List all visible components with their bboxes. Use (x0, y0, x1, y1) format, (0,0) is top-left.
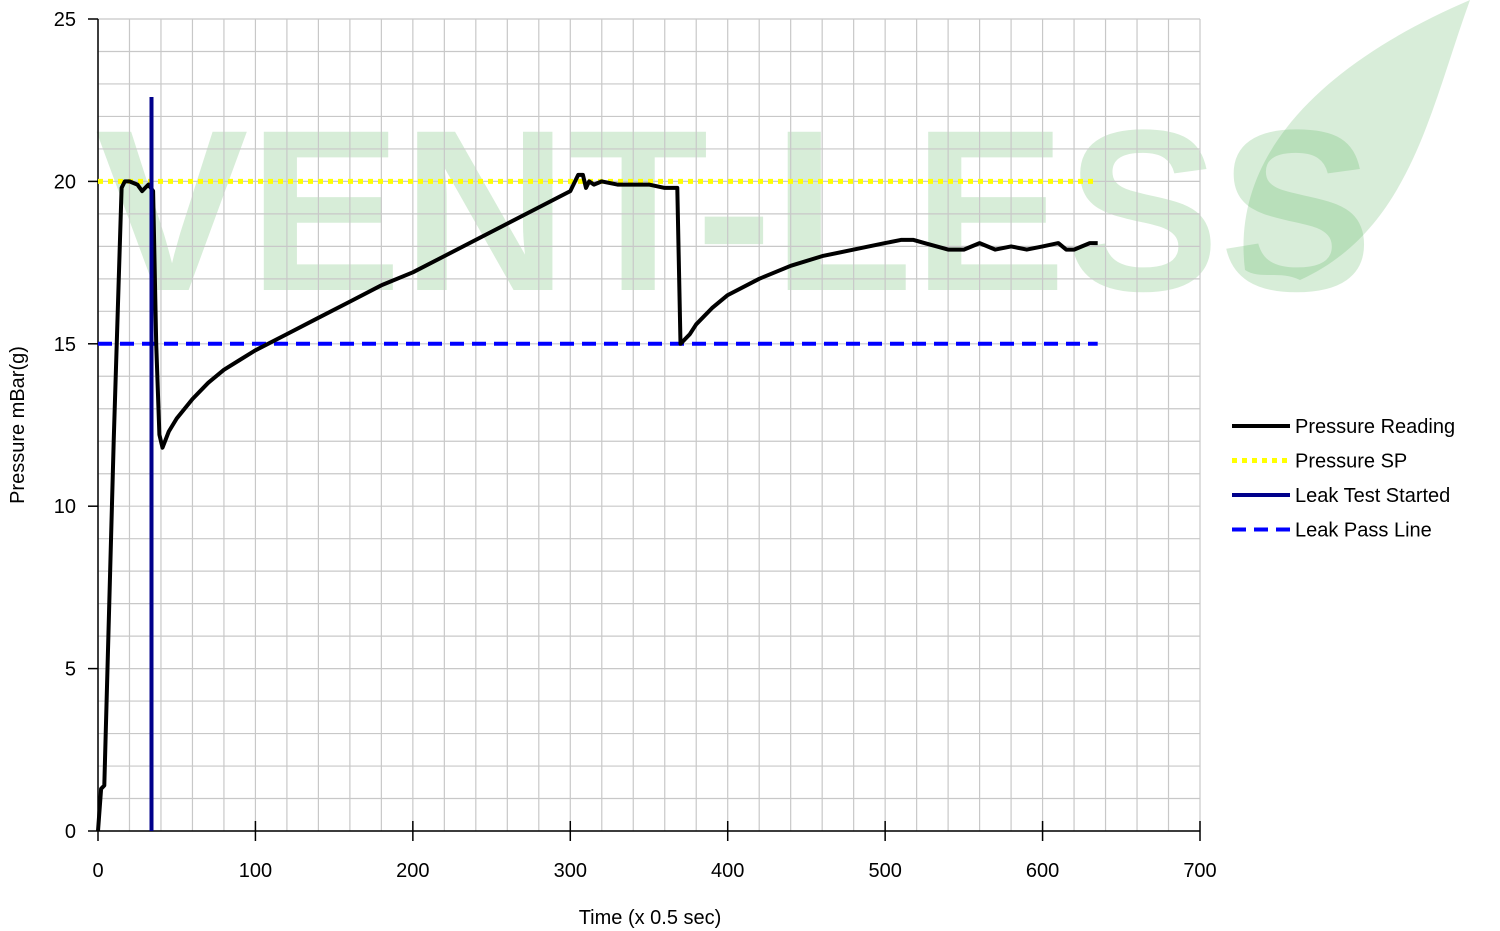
legend-label: Leak Test Started (1295, 485, 1450, 507)
y-tick-label: 5 (65, 659, 76, 681)
x-tick-label: 300 (554, 860, 587, 882)
axes (97, 19, 1200, 832)
x-axis-ticks: 0 100 200 300 400 500 600 700 (92, 821, 1217, 882)
series-pressure-reading (96, 172, 1098, 832)
series-layer (96, 97, 1098, 832)
y-tick-label: 0 (65, 821, 76, 843)
y-axis-title: Pressure mBar(g) (7, 346, 29, 504)
legend-label: Leak Pass Line (1295, 520, 1432, 542)
y-tick-label: 15 (54, 334, 76, 356)
legend-label: Pressure SP (1295, 451, 1407, 473)
legend-item: Pressure SP (1232, 451, 1407, 473)
y-tick-label: 10 (54, 496, 76, 518)
x-tick-label: 0 (92, 860, 103, 882)
y-axis-ticks: 0 5 10 15 20 25 (54, 9, 98, 843)
x-tick-label: 700 (1183, 860, 1216, 882)
x-tick-label: 600 (1026, 860, 1059, 882)
legend-item: Leak Pass Line (1232, 520, 1432, 542)
legend-item: Leak Test Started (1232, 485, 1450, 507)
x-tick-label: 500 (868, 860, 901, 882)
x-tick-label: 200 (396, 860, 429, 882)
x-axis-title: Time (x 0.5 sec) (579, 907, 722, 929)
x-tick-label: 100 (239, 860, 272, 882)
y-tick-label: 20 (54, 171, 76, 193)
legend-label: Pressure Reading (1295, 416, 1455, 438)
x-tick-label: 400 (711, 860, 744, 882)
legend: Pressure Reading Pressure SP Leak Test Sta… (1232, 416, 1455, 542)
leaf-logo-icon (1243, 0, 1470, 280)
vent-less-watermark: VENT-LESS (95, 0, 1470, 339)
legend-item: Pressure Reading (1232, 416, 1455, 438)
watermark-text: VENT-LESS (95, 82, 1373, 339)
y-tick-label: 25 (54, 9, 76, 31)
